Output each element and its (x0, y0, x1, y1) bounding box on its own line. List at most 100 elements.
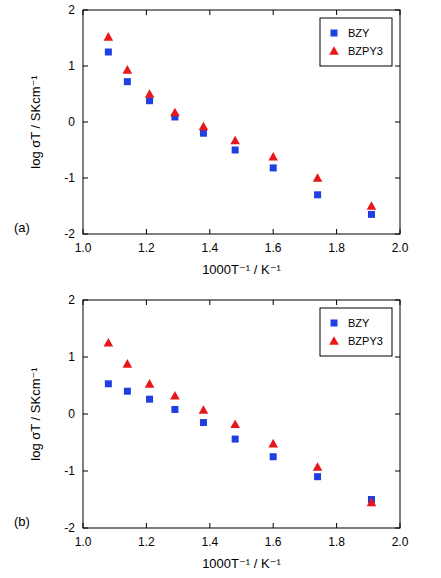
y-tick (395, 234, 400, 235)
panel: 1.01.21.41.61.82.0-2-10121000T⁻¹ / K⁻¹lo… (14, 3, 409, 277)
y-tick-label: 0 (68, 115, 75, 129)
panel-label: (b) (14, 514, 30, 529)
marker (230, 419, 240, 428)
y-tick (395, 414, 400, 415)
y-tick (83, 234, 88, 235)
data-points (104, 338, 377, 506)
x-tick (209, 300, 210, 305)
marker (104, 32, 114, 41)
marker (268, 439, 278, 448)
y-tick (83, 414, 88, 415)
legend-label: BZPY3 (348, 45, 383, 57)
x-tick-label: 1.4 (201, 535, 218, 549)
x-tick (336, 300, 337, 305)
marker (230, 136, 240, 145)
legend-label: BZPY3 (348, 335, 383, 347)
x-tick (83, 10, 84, 15)
plot-frame (83, 10, 400, 234)
x-tick (209, 10, 210, 15)
marker (232, 436, 239, 443)
marker (124, 78, 131, 85)
marker (200, 419, 207, 426)
y-tick-label: 1 (68, 59, 75, 73)
marker (368, 211, 375, 218)
legend: BZYBZPY3 (320, 308, 392, 356)
y-tick (395, 178, 400, 179)
marker (123, 359, 133, 368)
y-tick-label: -1 (64, 171, 75, 185)
y-tick-label: -1 (64, 464, 75, 478)
y-tick-label: 1 (68, 350, 75, 364)
x-axis-title: 1000T⁻¹ / K⁻¹ (202, 556, 281, 571)
y-tick (83, 471, 88, 472)
marker (123, 65, 133, 74)
y-tick-label: 2 (68, 3, 75, 17)
marker (104, 338, 114, 347)
legend-label: BZY (348, 27, 370, 39)
marker (170, 108, 180, 117)
x-tick (209, 523, 210, 528)
marker (124, 388, 131, 395)
marker (313, 173, 323, 182)
marker (105, 380, 112, 387)
x-tick (146, 300, 147, 305)
marker (314, 473, 321, 480)
y-tick (395, 357, 400, 358)
marker (171, 406, 178, 413)
legend: BZY BZPY3 (320, 18, 392, 66)
y-tick (83, 528, 88, 529)
x-tick-label: 1.2 (138, 535, 155, 549)
y-tick (395, 122, 400, 123)
x-tick (273, 10, 274, 15)
x-tick (83, 229, 84, 234)
legend-marker (331, 30, 338, 37)
legend-box (320, 308, 392, 356)
x-tick-label: 1.8 (328, 535, 345, 549)
marker (199, 405, 209, 414)
x-tick (83, 300, 84, 305)
marker (145, 379, 155, 388)
y-tick (395, 528, 400, 529)
x-tick (336, 523, 337, 528)
x-tick (400, 300, 401, 305)
y-tick (395, 471, 400, 472)
figure: 1.0 1.2 1.4 1.6 1.8 2.0 -2 -1 0 1 2 1000T⁻¹ / K⁻¹ lo… (0, 0, 441, 578)
marker (313, 462, 323, 471)
marker (146, 97, 153, 104)
x-tick (273, 300, 274, 305)
x-tick-label: 1.8 (328, 241, 345, 255)
legend-marker (329, 46, 339, 55)
x-tick-label: 1.6 (265, 241, 282, 255)
x-tick-label: 1.0 (75, 241, 92, 255)
y-tick-label: -2 (64, 227, 75, 241)
marker (105, 49, 112, 56)
y-tick (83, 122, 88, 123)
marker (232, 147, 239, 154)
y-tick (395, 66, 400, 67)
y-tick (83, 300, 88, 301)
x-tick (146, 523, 147, 528)
y-tick (83, 178, 88, 179)
x-tick (336, 10, 337, 15)
marker (314, 191, 321, 198)
marker (146, 396, 153, 403)
x-tick (146, 10, 147, 15)
y-tick (83, 66, 88, 67)
marker (367, 498, 377, 507)
x-tick-label: 2.0 (392, 241, 409, 255)
legend-marker (329, 336, 339, 345)
marker (367, 201, 377, 210)
x-tick (400, 523, 401, 528)
marker (145, 89, 155, 98)
x-tick (400, 10, 401, 15)
panel-label: (a) (14, 220, 30, 235)
legend-marker (331, 320, 338, 327)
y-axis-title: log σT / SKcm⁻¹ (28, 367, 43, 461)
x-tick (400, 229, 401, 234)
marker (270, 453, 277, 460)
x-tick-label: 1.4 (201, 241, 218, 255)
x-tick (83, 523, 84, 528)
marker (199, 122, 209, 131)
y-tick (83, 10, 88, 11)
x-tick (146, 229, 147, 234)
